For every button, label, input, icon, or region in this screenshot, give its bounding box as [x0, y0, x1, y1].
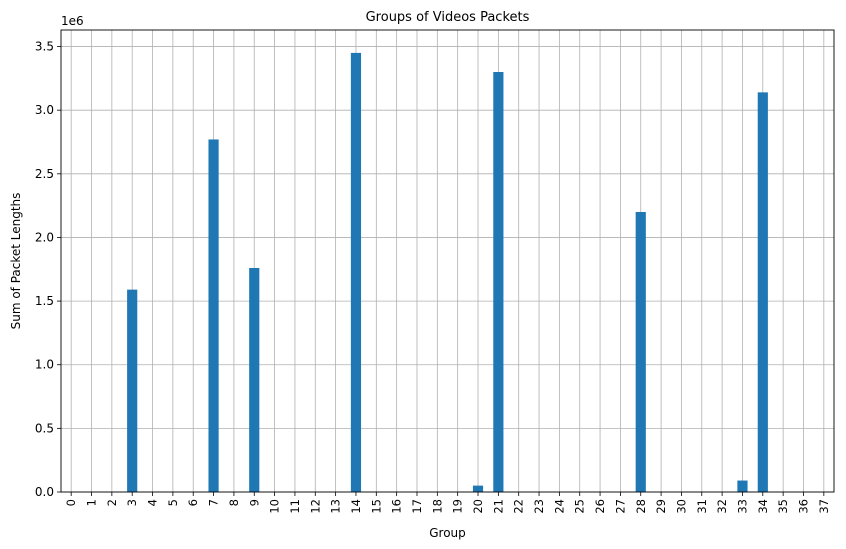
bar-group-7 — [208, 139, 219, 493]
ticks-layer: 0 1 2 3 4 5 6 7 8 9 10 11 12 13 14 15 16 17 18 19 20 21 22 23 24… — [35, 40, 831, 514]
bar-group-28 — [635, 212, 646, 492]
x-tick-label: 5 — [166, 499, 180, 506]
x-tick-label: 0 — [64, 499, 78, 506]
x-tick-label: 7 — [207, 499, 221, 506]
bars-layer — [127, 52, 768, 493]
x-tick-label: 11 — [288, 499, 302, 514]
x-tick-label: 29 — [654, 499, 668, 514]
x-tick-label: 13 — [329, 499, 343, 514]
x-tick-label: 9 — [247, 499, 261, 506]
y-tick-label: 0.5 — [35, 421, 54, 435]
x-tick-label: 32 — [715, 499, 729, 514]
x-tick-label: 26 — [593, 499, 607, 514]
x-tick-label: 6 — [186, 499, 200, 506]
y-tick-label: 0.0 — [35, 485, 54, 499]
x-tick-label: 28 — [634, 499, 648, 514]
x-tick-label: 8 — [227, 499, 241, 506]
x-tick-label: 25 — [573, 499, 587, 514]
x-tick-label: 22 — [512, 499, 526, 514]
x-tick-label: 30 — [674, 499, 688, 514]
x-tick-label: 1 — [85, 499, 99, 506]
x-tick-label: 4 — [146, 499, 160, 506]
x-tick-label: 19 — [451, 499, 465, 514]
x-tick-label: 12 — [308, 499, 322, 514]
x-tick-label: 18 — [430, 499, 444, 514]
x-tick-label: 33 — [735, 499, 749, 514]
x-tick-label: 3 — [125, 499, 139, 506]
y-tick-label: 3.0 — [35, 103, 54, 117]
x-tick-label: 15 — [369, 499, 383, 514]
x-tick-label: 35 — [776, 499, 790, 514]
y-scale-label: 1e6 — [61, 14, 84, 28]
x-tick-label: 24 — [552, 499, 566, 514]
x-tick-label: 37 — [817, 499, 831, 514]
bar-group-3 — [127, 289, 138, 492]
x-tick-label: 34 — [756, 499, 770, 514]
x-tick-label: 23 — [532, 499, 546, 514]
grid-layer — [61, 30, 834, 493]
bar-group-33 — [737, 480, 748, 492]
y-axis-label: Sum of Packet Lengths — [9, 193, 23, 330]
plot-frame — [60, 29, 835, 493]
x-tick-label: 2 — [105, 499, 119, 506]
bar-group-9 — [249, 268, 260, 492]
x-axis-label: Group — [429, 526, 466, 540]
x-tick-label: 10 — [268, 499, 282, 514]
bar-group-14 — [350, 52, 362, 493]
bar-group-20 — [472, 485, 484, 492]
x-tick-label: 16 — [390, 499, 404, 514]
bar-group-21 — [493, 72, 504, 492]
y-tick-label: 2.5 — [35, 167, 54, 181]
x-tick-label: 31 — [695, 499, 709, 514]
y-tick-label: 2.0 — [35, 230, 54, 244]
x-tick-label: 20 — [471, 499, 485, 514]
y-tick-label: 3.5 — [35, 40, 54, 54]
y-tick-label: 1.5 — [35, 294, 54, 308]
bar-group-34 — [757, 92, 768, 492]
x-tick-label: 17 — [410, 499, 424, 514]
x-tick-label: 14 — [349, 499, 363, 514]
x-tick-label: 21 — [491, 499, 505, 514]
chart-title: Groups of Videos Packets — [366, 10, 530, 25]
x-tick-label: 27 — [613, 499, 627, 514]
x-tick-label: 36 — [796, 499, 810, 514]
y-tick-label: 1.0 — [35, 358, 54, 372]
